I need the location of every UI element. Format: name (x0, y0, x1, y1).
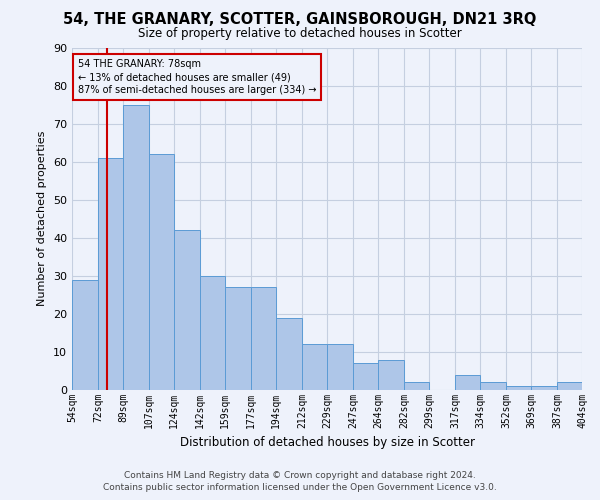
Text: 54 THE GRANARY: 78sqm
← 13% of detached houses are smaller (49)
87% of semi-deta: 54 THE GRANARY: 78sqm ← 13% of detached … (78, 59, 316, 96)
Bar (302, 344, 327, 390)
Text: 54, THE GRANARY, SCOTTER, GAINSBOROUGH, DN21 3RQ: 54, THE GRANARY, SCOTTER, GAINSBOROUGH, … (64, 12, 536, 28)
Text: Contains HM Land Registry data © Crown copyright and database right 2024.
Contai: Contains HM Land Registry data © Crown c… (103, 471, 497, 492)
Bar (480, 382, 506, 390)
Bar (174, 230, 200, 390)
Bar (98, 158, 123, 390)
Bar (506, 386, 531, 390)
Bar (404, 382, 429, 390)
Bar (123, 104, 149, 390)
X-axis label: Distribution of detached houses by size in Scotter: Distribution of detached houses by size … (179, 436, 475, 450)
Bar (225, 287, 251, 390)
Text: Size of property relative to detached houses in Scotter: Size of property relative to detached ho… (138, 28, 462, 40)
Bar (531, 386, 557, 390)
Bar (200, 276, 225, 390)
Bar (72, 280, 98, 390)
Bar (251, 287, 276, 390)
Bar (455, 375, 480, 390)
Bar (276, 318, 302, 390)
Bar (557, 382, 582, 390)
Bar (327, 344, 353, 390)
Bar (149, 154, 174, 390)
Y-axis label: Number of detached properties: Number of detached properties (37, 131, 47, 306)
Bar (353, 364, 378, 390)
Bar (378, 360, 404, 390)
